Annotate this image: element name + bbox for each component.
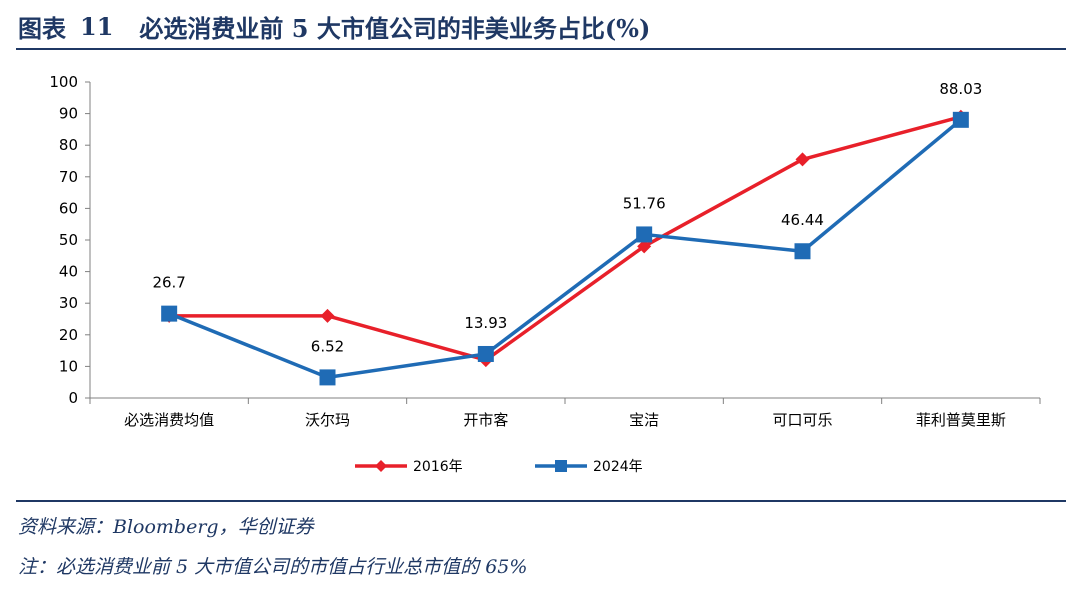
y-axis-ticks: 0 10 20 30 40 50 60 70 80 90 100 [49, 73, 90, 407]
y-tick-label: 20 [59, 326, 78, 344]
header-divider [16, 48, 1066, 50]
x-tick-label: 宝洁 [629, 411, 659, 429]
chart-title: 必选消费业前 5 大市值公司的非美业务占比(%) [139, 13, 651, 43]
x-tick-label: 菲利普莫里斯 [916, 411, 1006, 429]
data-point-marker [637, 239, 652, 254]
footnote: 注：必选消费业前 5 大市值公司的市值占行业总市值的 65% [18, 556, 528, 578]
y-tick-label: 10 [59, 357, 78, 375]
data-point-marker [319, 369, 336, 386]
y-tick-label: 0 [68, 389, 78, 407]
legend-marker [375, 460, 387, 472]
y-tick-label: 70 [59, 168, 78, 186]
chart-axes [89, 82, 1040, 399]
series-2024年 [161, 111, 969, 386]
legend-label: 2016年 [413, 459, 463, 475]
data-label: 51.76 [623, 194, 666, 212]
series-line [169, 115, 962, 362]
x-tick-label: 可口可乐 [772, 411, 832, 429]
data-point-marker [477, 345, 494, 362]
data-point-marker [794, 243, 811, 260]
y-tick-label: 100 [49, 73, 78, 91]
footer-divider [16, 500, 1066, 502]
data-point-marker [952, 111, 969, 128]
series-line [168, 118, 962, 380]
x-axis-ticks: 必选消费均值 沃尔玛 开市客 宝洁 可口可乐 菲利普莫里斯 [89, 398, 1041, 429]
y-tick-label: 90 [59, 105, 78, 123]
x-tick-label: 沃尔玛 [305, 411, 350, 429]
legend-marker [555, 460, 567, 472]
source-note: 资料来源：Bloomberg，华创证券 [18, 516, 314, 538]
y-tick-label: 50 [59, 231, 78, 249]
series-layer [161, 109, 969, 386]
legend-item: 2024年 [535, 459, 643, 475]
y-tick-label: 40 [59, 263, 78, 281]
data-point-marker [795, 152, 810, 167]
x-tick-label: 必选消费均值 [124, 411, 214, 429]
data-label: 46.44 [781, 211, 824, 229]
data-label: 6.52 [311, 337, 344, 355]
y-tick-label: 30 [59, 294, 78, 312]
y-tick-label: 60 [59, 199, 78, 217]
series-2016年 [162, 109, 968, 368]
data-point-marker [161, 305, 178, 322]
data-labels: 26.7 6.52 13.93 51.76 46.44 88.03 [152, 80, 982, 356]
data-label: 13.93 [464, 314, 507, 332]
data-label: 88.03 [939, 80, 982, 98]
legend-label: 2024年 [593, 459, 643, 475]
y-tick-label: 80 [59, 136, 78, 154]
figure-label: 图表 [18, 13, 66, 43]
x-tick-label: 开市客 [463, 411, 508, 429]
data-point-marker [320, 308, 335, 323]
data-point-marker [636, 226, 653, 243]
legend-item: 2016年 [355, 459, 463, 475]
figure-header: 图表 11 必选消费业前 5 大市值公司的非美业务占比(%) [18, 8, 650, 44]
figure-number: 11 [80, 11, 114, 41]
line-chart: 0 10 20 30 40 50 60 70 80 90 100 必选消费均值 沃尔玛 开市客 宝洁 可口可… [49, 73, 1041, 475]
data-label: 26.7 [152, 274, 185, 292]
chart-legend: 2016年 2024年 [355, 459, 643, 475]
